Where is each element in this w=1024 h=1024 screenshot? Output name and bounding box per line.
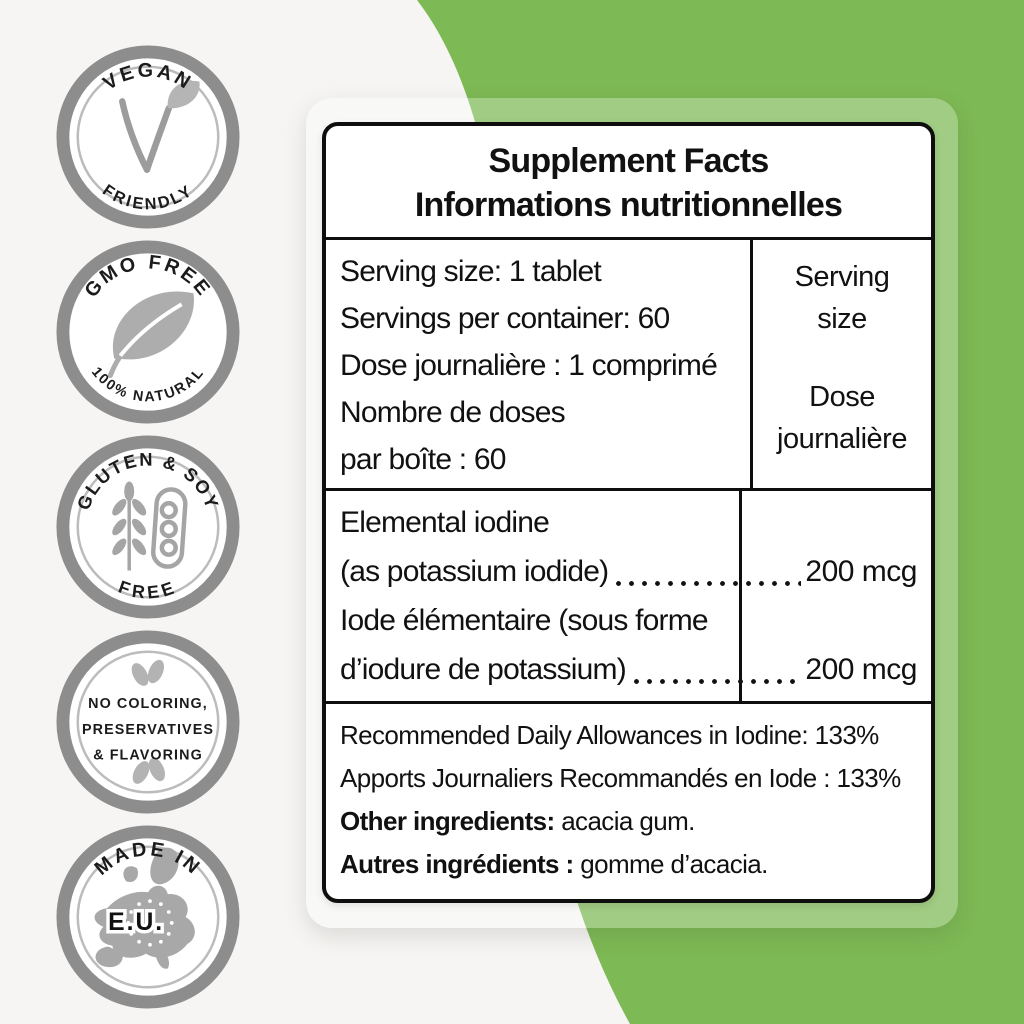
leaf-icon xyxy=(107,291,194,379)
badge-inner-ring xyxy=(76,455,220,599)
nutrient-row: Elemental iodine xyxy=(340,498,917,547)
nutrient-row: Iode élémentaire (sous forme xyxy=(340,596,917,645)
other-ingredients-value-fr: gomme d’acacia. xyxy=(580,849,768,879)
leaves-icon xyxy=(131,659,165,784)
other-ingredients-label-fr: Autres ingrédients : xyxy=(340,849,574,879)
rda-en: Recommended Daily Allowances in Iodine: … xyxy=(340,720,879,750)
supplement-facts-table: Supplement Facts Informations nutritionn… xyxy=(322,122,935,903)
badge-ring xyxy=(56,435,240,619)
badge-inner-ring xyxy=(76,65,220,209)
badge-made-in-eu: E.U. MADE IN xyxy=(54,823,242,1011)
badge-no-additives: NO COLORING, PRESERVATIVES & FLAVORING xyxy=(54,628,242,816)
vegan-v-leaf-icon xyxy=(119,80,200,173)
serving-header-fr-1: Dose xyxy=(809,381,875,413)
nutrient-row: (as potassium iodide) 200 mcg xyxy=(340,547,917,596)
badge-center-text: E.U. xyxy=(108,909,164,936)
europe-map-icon xyxy=(94,847,195,969)
nutrient-name: (as potassium iodide) xyxy=(340,555,609,588)
badge-vegan-friendly: VEGAN FRIENDLY xyxy=(54,43,242,231)
serving-size-fr: Dose journalière : 1 comprimé xyxy=(340,349,718,382)
badge-line1: NO COLORING, xyxy=(88,696,208,712)
rda-fr: Apports Journaliers Recommandés en Iode … xyxy=(340,763,901,793)
serving-header-fr-2: journalière xyxy=(777,423,907,455)
nutrient-name: Iode élémentaire (sous forme xyxy=(340,604,709,637)
serving-section: Serving size: 1 tablet Servings per cont… xyxy=(326,240,931,491)
facts-title-fr: Informations nutritionnelles xyxy=(414,185,843,224)
badge-inner-ring xyxy=(76,650,220,794)
wheat-soy-icon xyxy=(112,481,188,571)
facts-title-block: Supplement Facts Informations nutritionn… xyxy=(326,126,931,240)
serving-size-en: Serving size: 1 tablet xyxy=(340,255,602,288)
badge-ring xyxy=(56,630,240,814)
other-ingredients-value-en: acacia gum. xyxy=(561,806,695,836)
servings-per-container-fr-2: par boîte : 60 xyxy=(340,443,506,476)
serving-header-en-1: Serving xyxy=(794,261,890,293)
column-divider xyxy=(739,491,742,701)
nutrient-section: Elemental iodine (as potassium iodide) 2… xyxy=(326,491,931,704)
serving-header-cell: Serving size Dose journalière xyxy=(753,240,931,488)
other-ingredients-label-en: Other ingredients: xyxy=(340,806,555,836)
other-ingredients-fr: Autres ingrédients : gomme d’acacia. xyxy=(340,843,917,886)
nutrient-name: d’iodure de potassium) xyxy=(340,653,627,686)
nutrient-value: 200 mcg xyxy=(805,653,917,686)
dot-leader xyxy=(633,679,802,684)
badge-inner-ring xyxy=(76,845,220,989)
serving-header-en-2: size xyxy=(817,303,867,335)
other-ingredients-en: Other ingredients: acacia gum. xyxy=(340,800,917,843)
facts-title-en: Supplement Facts xyxy=(488,141,769,180)
nutrient-name: Elemental iodine xyxy=(340,506,550,539)
servings-per-container-en: Servings per container: 60 xyxy=(340,302,670,335)
dot-leader xyxy=(616,581,802,586)
nutrient-value: 200 mcg xyxy=(805,555,917,588)
serving-info-cell: Serving size: 1 tablet Servings per cont… xyxy=(326,240,753,488)
badge-line3: & FLAVORING xyxy=(93,748,203,764)
nutrient-row: d’iodure de potassium) 200 mcg xyxy=(340,645,917,694)
badge-gmo-free: GMO FREE 100% NATURAL xyxy=(54,238,242,426)
badge-gluten-soy-free: GLUTEN & SOY FREE xyxy=(54,433,242,621)
servings-per-container-fr-1: Nombre de doses xyxy=(340,396,566,429)
badge-line2: PRESERVATIVES xyxy=(82,722,214,738)
footer-section: Recommended Daily Allowances in Iodine: … xyxy=(326,704,931,899)
